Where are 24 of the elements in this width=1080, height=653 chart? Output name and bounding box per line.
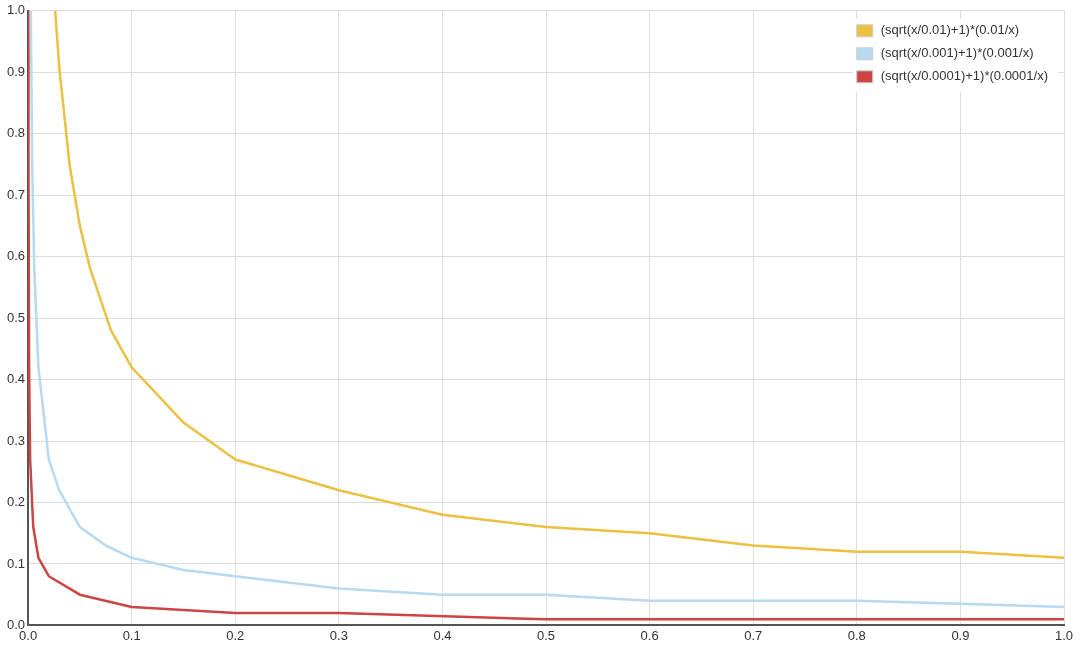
x-tick-label: 0.8: [847, 627, 866, 643]
y-tick-label: 0.7: [6, 186, 26, 202]
x-tick-label: 0.6: [640, 627, 659, 643]
x-tick-label: 0.2: [226, 627, 245, 643]
x-tick-label: 0.4: [433, 627, 452, 643]
y-tick-label: 0.3: [6, 432, 26, 448]
y-tick-label: 0.2: [6, 494, 26, 510]
x-tick-label: 0.3: [329, 627, 348, 643]
x-tick-label: 0.1: [122, 627, 141, 643]
x-tick-label: 0.7: [744, 627, 763, 643]
legend-label: (sqrt(x/0.0001)+1)*(0.0001/x): [880, 68, 1049, 84]
y-tick-label: 0.0: [6, 616, 26, 632]
y-tick-label: 0.8: [6, 125, 26, 141]
y-tick-label: 0.6: [6, 248, 26, 264]
y-tick-label: 0.5: [6, 309, 26, 325]
legend-label: (sqrt(x/0.001)+1)*(0.001/x): [880, 45, 1034, 61]
legend-label: (sqrt(x/0.01)+1)*(0.01/x): [880, 22, 1020, 38]
y-tick-label: 0.1: [6, 555, 26, 571]
x-tick-label: 0.9: [951, 627, 970, 643]
y-tick-label: 0.4: [6, 371, 26, 387]
y-tick-label: 1.0: [6, 2, 26, 18]
x-tick-label: 0.5: [537, 627, 556, 643]
y-tick-label: 0.9: [6, 63, 26, 79]
x-tick-label: 1.0: [1054, 627, 1074, 643]
